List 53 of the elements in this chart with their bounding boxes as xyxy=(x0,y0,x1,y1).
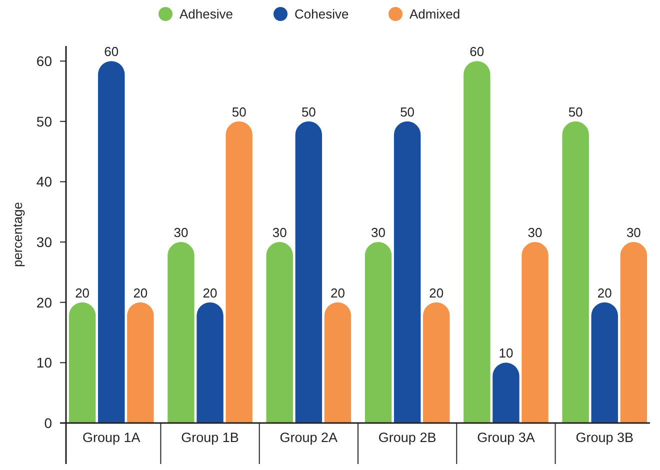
data-label: 30 xyxy=(371,225,386,240)
data-label: 20 xyxy=(597,285,612,300)
data-label: 50 xyxy=(301,104,316,120)
data-label: 30 xyxy=(528,225,542,240)
data-label: 10 xyxy=(498,346,514,361)
data-label: 20 xyxy=(75,285,90,300)
bar xyxy=(364,242,392,423)
bar xyxy=(324,302,352,423)
data-label: 50 xyxy=(232,104,246,120)
y-tick-label: 50 xyxy=(36,113,52,130)
x-tick-label: Group 3B xyxy=(576,430,634,445)
data-label: 50 xyxy=(400,104,415,120)
y-tick-label: 30 xyxy=(36,234,52,250)
bar xyxy=(620,242,648,423)
data-label: 20 xyxy=(202,285,218,300)
bar xyxy=(522,242,548,423)
bar xyxy=(168,242,194,423)
x-tick-label: Group 3A xyxy=(477,430,535,445)
bar xyxy=(492,362,520,423)
bar xyxy=(295,121,322,423)
data-label: 30 xyxy=(272,225,287,240)
x-tick-label: Group 2A xyxy=(280,430,338,445)
x-tick-label: Group 2B xyxy=(378,430,436,445)
legend-label: Adhesive xyxy=(180,6,233,22)
bar xyxy=(226,121,252,423)
x-tick-label: Group 1A xyxy=(82,430,140,445)
x-tick-label: Group 1B xyxy=(181,430,239,445)
bar xyxy=(266,242,293,423)
data-label: 30 xyxy=(626,225,641,240)
y-tick-label: 40 xyxy=(36,174,52,190)
bar xyxy=(127,302,154,423)
y-tick-label: 0 xyxy=(44,414,52,431)
y-axis-title: percentage xyxy=(10,202,25,268)
y-tick-label: 60 xyxy=(36,52,52,69)
legend-label: Admixed xyxy=(410,6,460,22)
y-tick-label: 10 xyxy=(36,354,52,371)
data-label: 60 xyxy=(470,44,484,60)
bar xyxy=(196,302,224,423)
data-label: 20 xyxy=(429,285,444,300)
bar xyxy=(591,302,618,423)
bar xyxy=(98,61,125,423)
bar xyxy=(68,302,96,423)
bar xyxy=(394,121,421,423)
bar xyxy=(562,121,589,423)
bar xyxy=(423,302,450,423)
legend-label: Cohesive xyxy=(294,6,349,22)
data-label: 60 xyxy=(104,44,119,60)
data-label: 30 xyxy=(174,225,188,240)
bar xyxy=(464,61,490,423)
y-tick-label: 20 xyxy=(36,294,52,310)
data-label: 50 xyxy=(568,104,583,120)
data-label: 20 xyxy=(133,285,148,300)
data-label: 20 xyxy=(330,285,345,300)
